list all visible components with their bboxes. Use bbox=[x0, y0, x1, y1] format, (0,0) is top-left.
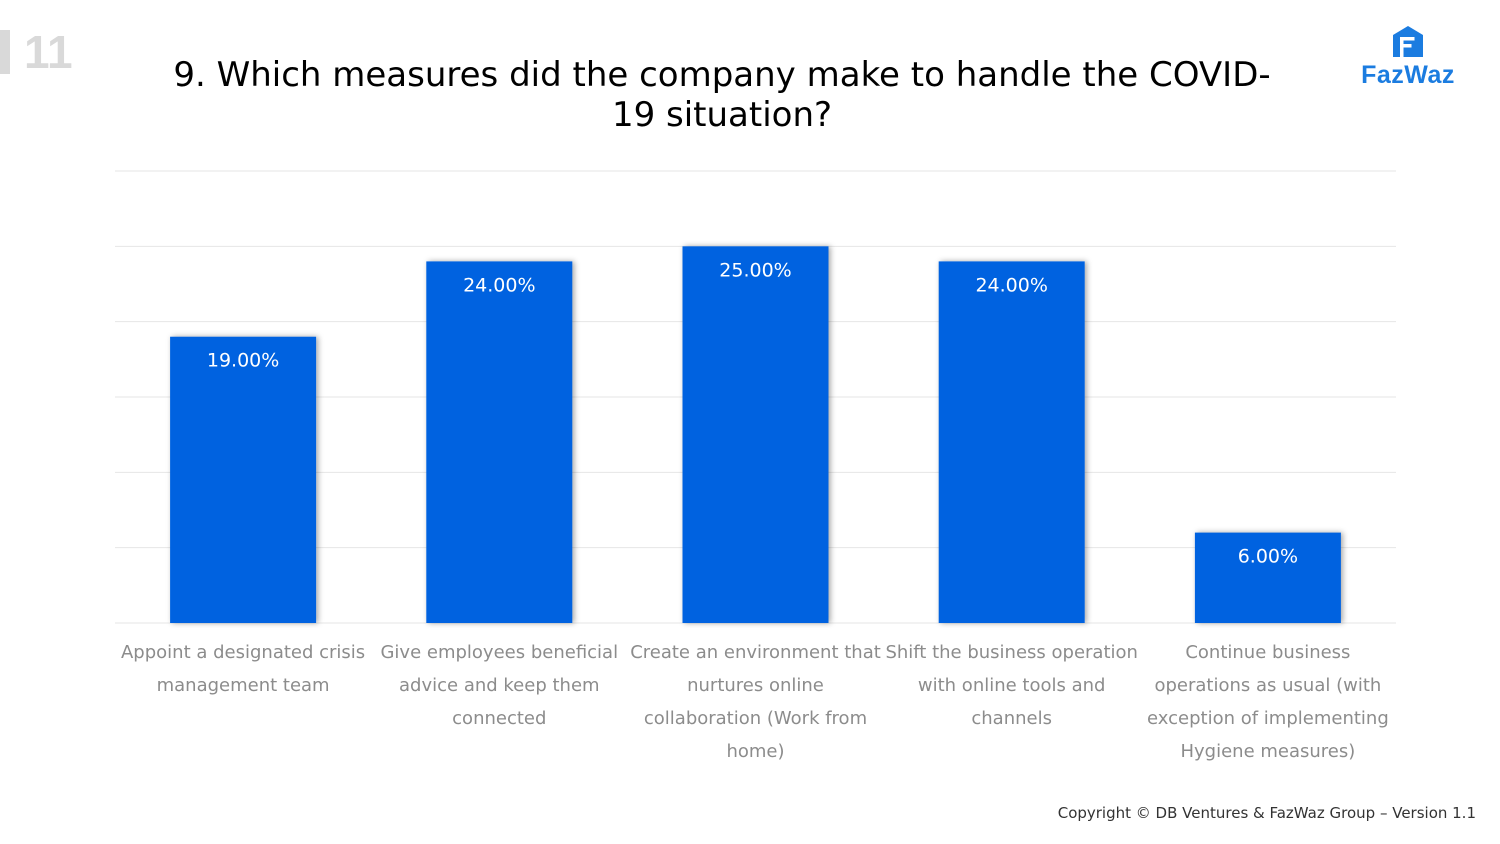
bar-value-label: 6.00% bbox=[1238, 546, 1298, 568]
copyright-notice: Copyright © DB Ventures & FazWaz Group –… bbox=[1057, 804, 1476, 822]
category-label: Create an environment that nurtures onli… bbox=[630, 642, 881, 762]
slide-title: 9. Which measures did the company make t… bbox=[173, 55, 1271, 135]
bar bbox=[682, 246, 829, 624]
bar bbox=[426, 261, 573, 623]
page-number: 11 bbox=[24, 26, 73, 78]
category-label: Continue business operations as usual (w… bbox=[1147, 642, 1389, 762]
bar-value-label: 24.00% bbox=[975, 274, 1047, 296]
bar-value-label: 19.00% bbox=[207, 350, 279, 372]
bar-value-label: 24.00% bbox=[463, 274, 535, 296]
page-marker bbox=[0, 30, 10, 74]
bar bbox=[170, 336, 317, 623]
bar bbox=[938, 261, 1085, 623]
category-label: Appoint a designated crisis management t… bbox=[120, 642, 366, 696]
category-label: Shift the business operation with online… bbox=[885, 642, 1138, 729]
logo-text: FazWaz bbox=[1361, 61, 1455, 89]
category-label: Give employees beneficial advice and kee… bbox=[380, 642, 619, 729]
building-flag-icon bbox=[1393, 26, 1423, 57]
bar bbox=[1194, 532, 1341, 623]
bar-value-label: 25.00% bbox=[719, 259, 791, 281]
fazwaz-logo: FazWaz bbox=[1352, 24, 1464, 94]
